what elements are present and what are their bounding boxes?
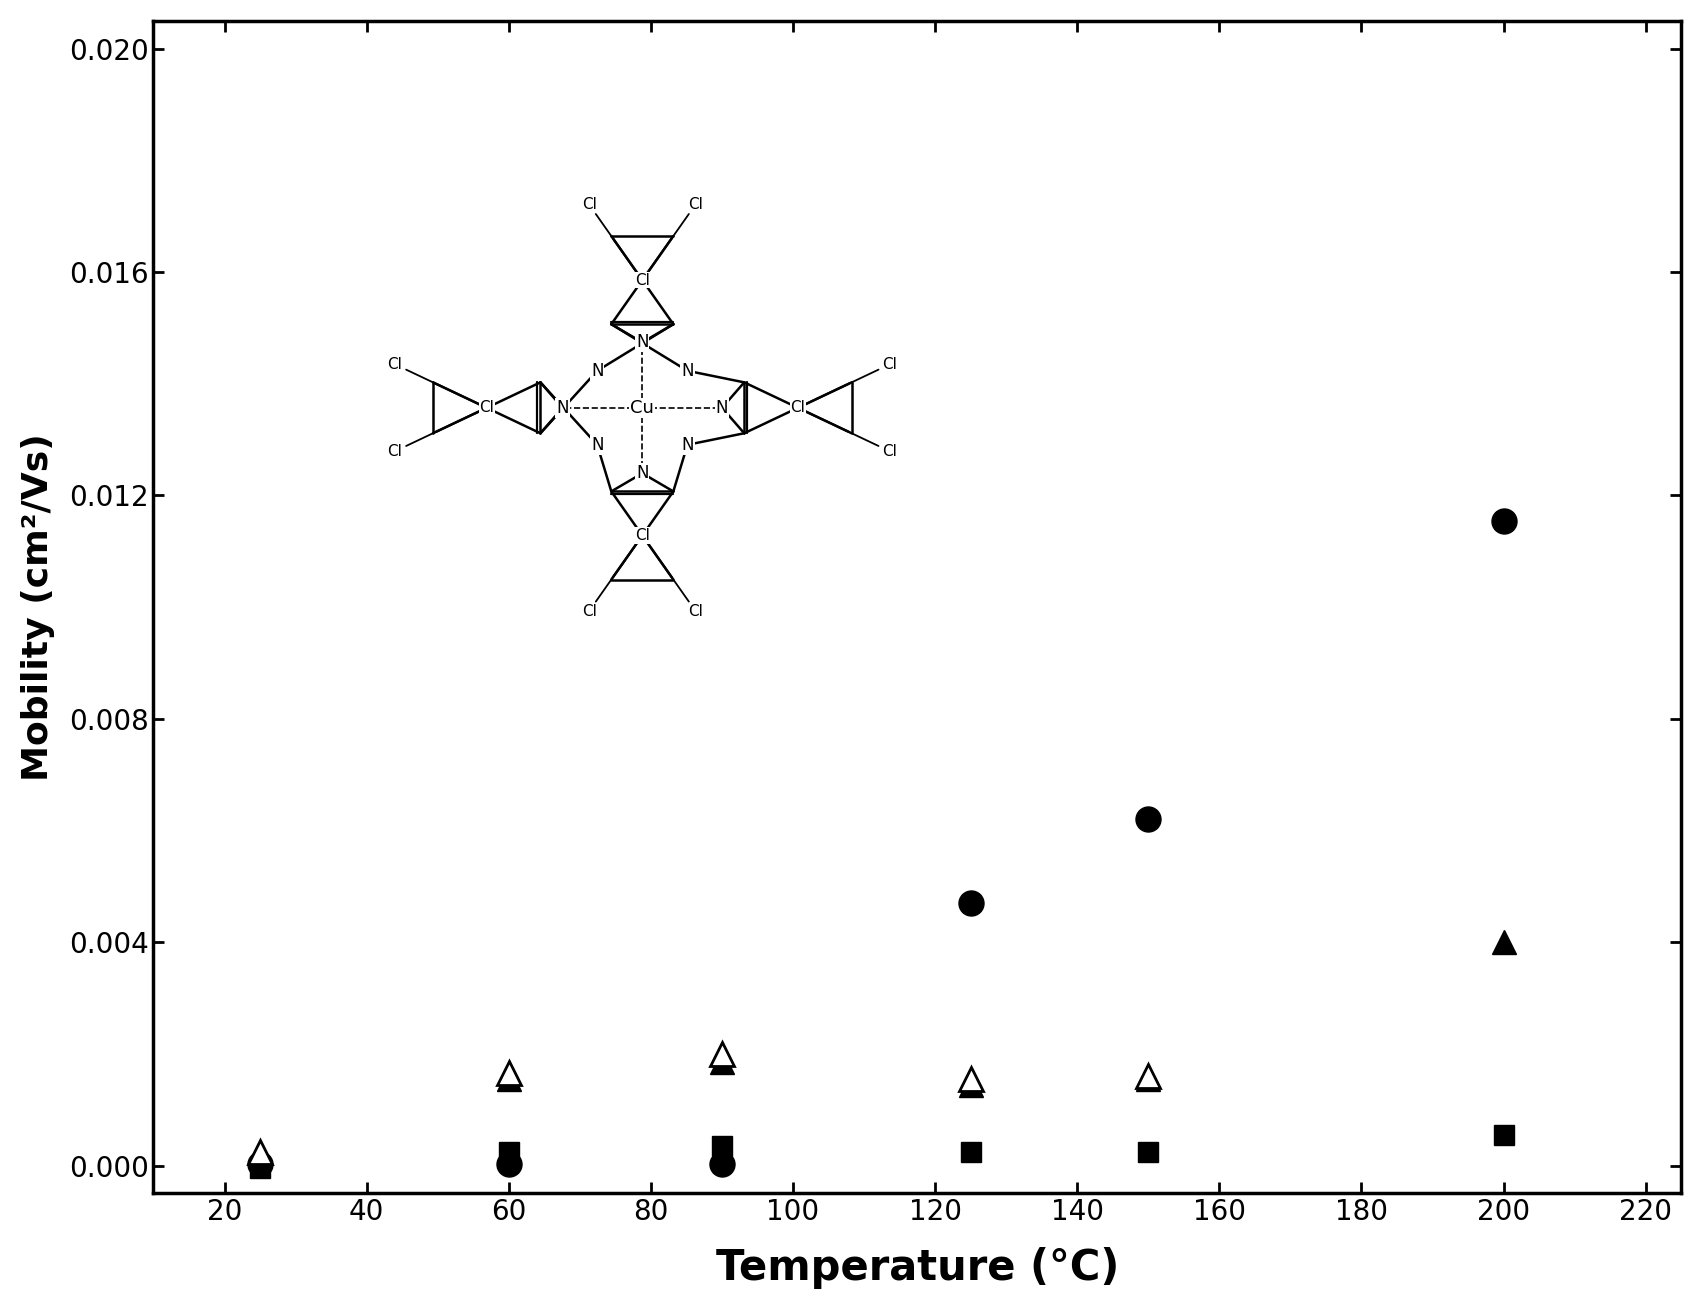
X-axis label: Temperature (°C): Temperature (°C) [715, 1247, 1118, 1289]
Y-axis label: Mobility (cm²/Vs): Mobility (cm²/Vs) [20, 434, 54, 781]
